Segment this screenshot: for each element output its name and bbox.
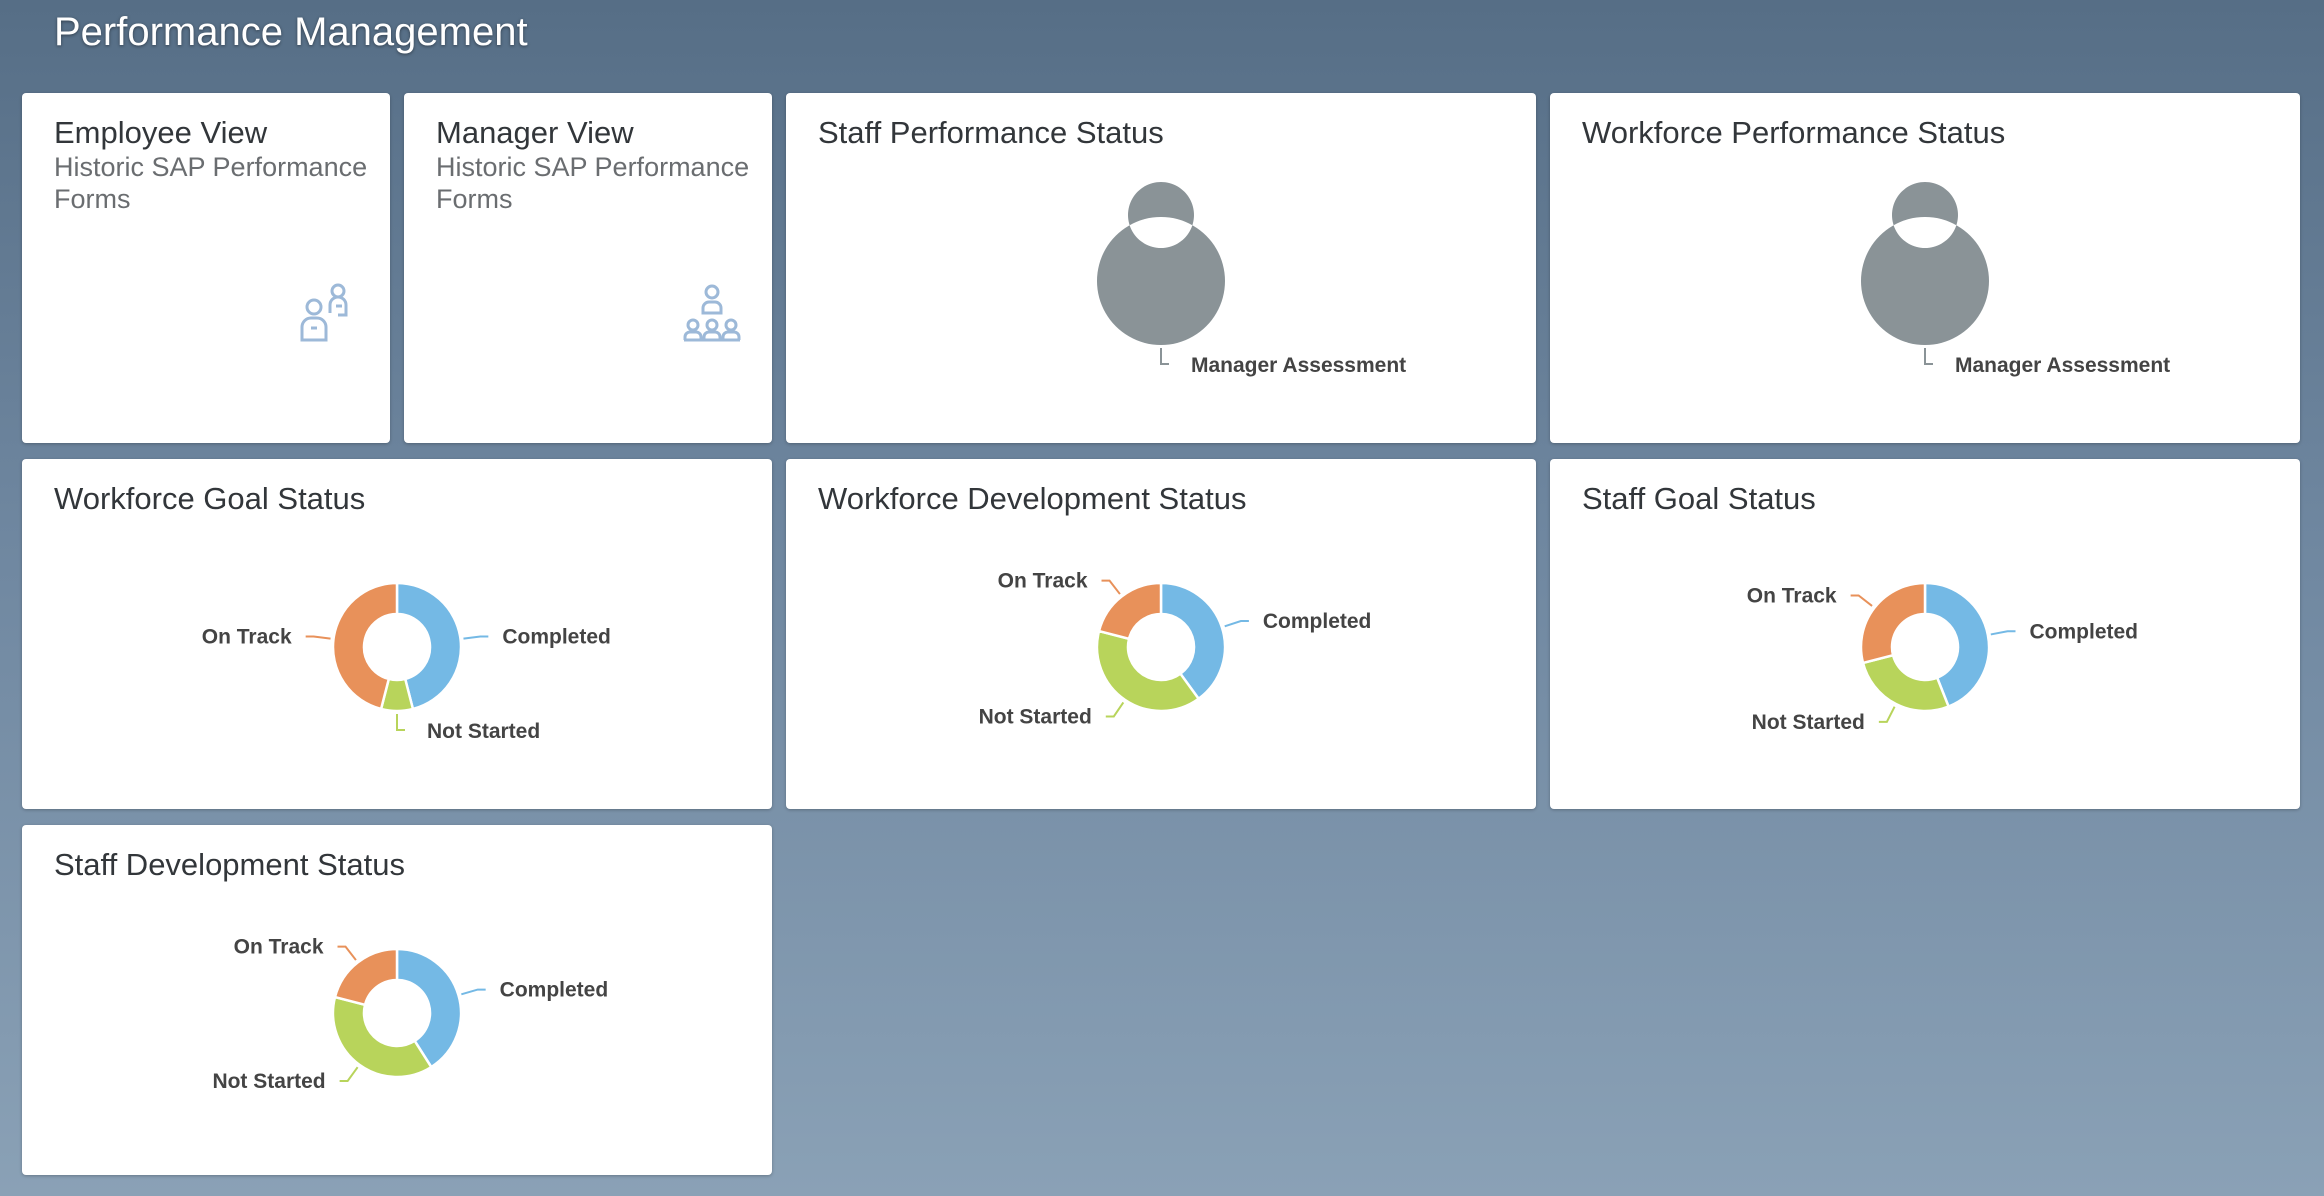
tile-title: Staff Goal Status: [1582, 481, 1816, 516]
employee-forms-icon: [300, 283, 348, 342]
tile-workforce-performance-status[interactable]: Workforce Performance Status Manager Ass…: [1550, 93, 2300, 443]
slice-label: Manager Assessment: [1191, 354, 1406, 377]
slice-label: Completed: [2030, 620, 2139, 643]
leader-line: [1101, 579, 1121, 595]
slice-not-started[interactable]: [1095, 629, 1201, 713]
tile-title: Staff Development Status: [54, 847, 405, 882]
slice-label: On Track: [998, 570, 1088, 593]
slice-label: Not Started: [427, 720, 540, 743]
donut-chart: Completed Not Started On Track: [1747, 581, 2139, 734]
slice-label: Not Started: [212, 1070, 325, 1093]
slice-label: Completed: [500, 979, 609, 1002]
tile-staff-goal-status[interactable]: Staff Goal Status Completed Not Started On…: [1550, 459, 2300, 809]
tile-subtitle: Historic SAP Performance Forms: [54, 152, 368, 214]
donut-chart: Completed Not Started On Track: [202, 581, 611, 743]
slice-completed[interactable]: [395, 947, 463, 1069]
slice-label: On Track: [1747, 585, 1837, 608]
slice-completed[interactable]: [1159, 581, 1227, 701]
tile-title: Manager View: [436, 115, 634, 150]
tile-workforce-development-status[interactable]: Workforce Development Status Completed No…: [786, 459, 1536, 809]
tile-title: Staff Performance Status: [818, 115, 1164, 150]
slice-label: On Track: [234, 936, 324, 959]
slice-label: Completed: [502, 625, 611, 648]
tile-title: Workforce Performance Status: [1582, 115, 2006, 150]
leader-line: [1224, 620, 1249, 628]
tile-staff-performance-status[interactable]: Staff Performance Status Manager Assessm…: [786, 93, 1536, 443]
slice-on-track[interactable]: [1097, 581, 1163, 641]
donut-chart: Completed Not Started On Track: [212, 936, 609, 1093]
tile-workforce-goal-status[interactable]: Workforce Goal Status Completed Not Start…: [22, 459, 772, 809]
leader-line: [1990, 630, 2016, 636]
leader-line: [396, 714, 405, 731]
tile-title: Employee View: [54, 115, 268, 150]
leader-line: [339, 1066, 359, 1082]
slice-label: Not Started: [1752, 711, 1865, 734]
tile-manager-view[interactable]: Manager View Historic SAP Performance Fo…: [404, 93, 772, 443]
slice-manager-assessment[interactable]: [1860, 182, 1989, 345]
slice-completed[interactable]: [1923, 581, 1991, 709]
slice-label: On Track: [202, 625, 292, 648]
slice-label: Not Started: [979, 705, 1092, 728]
leader-line: [461, 988, 486, 996]
donut-chart: Manager Assessment: [1860, 182, 2170, 377]
tile-title: Workforce Development Status: [818, 481, 1247, 516]
donut-chart: Manager Assessment: [1096, 182, 1406, 377]
leader-line: [1924, 348, 1933, 365]
slice-label: Manager Assessment: [1955, 354, 2170, 377]
leader-line: [305, 635, 331, 640]
slice-label: Completed: [1263, 610, 1372, 633]
tile-employee-view[interactable]: Employee View Historic SAP Performance F…: [22, 93, 390, 443]
leader-line: [1878, 706, 1896, 723]
team-hierarchy-icon: [683, 284, 741, 342]
page-title: Performance Management: [54, 10, 528, 54]
tile-title: Workforce Goal Status: [54, 481, 366, 516]
donut-chart: Completed Not Started On Track: [979, 570, 1372, 729]
slice-not-started[interactable]: [1861, 653, 1951, 713]
tile-staff-development-status[interactable]: Staff Development Status Completed Not St…: [22, 825, 772, 1175]
leader-line: [1160, 348, 1169, 365]
leader-line: [1850, 594, 1873, 607]
slice-on-track[interactable]: [331, 581, 399, 711]
slice-on-track[interactable]: [1859, 581, 1927, 665]
tile-subtitle: Historic SAP Performance Forms: [436, 152, 750, 214]
slice-on-track[interactable]: [333, 947, 399, 1007]
slice-manager-assessment[interactable]: [1096, 182, 1225, 345]
leader-line: [337, 945, 357, 961]
leader-line: [463, 635, 489, 640]
leader-line: [1105, 701, 1125, 718]
slice-not-started[interactable]: [331, 995, 434, 1079]
slice-completed[interactable]: [395, 581, 463, 711]
